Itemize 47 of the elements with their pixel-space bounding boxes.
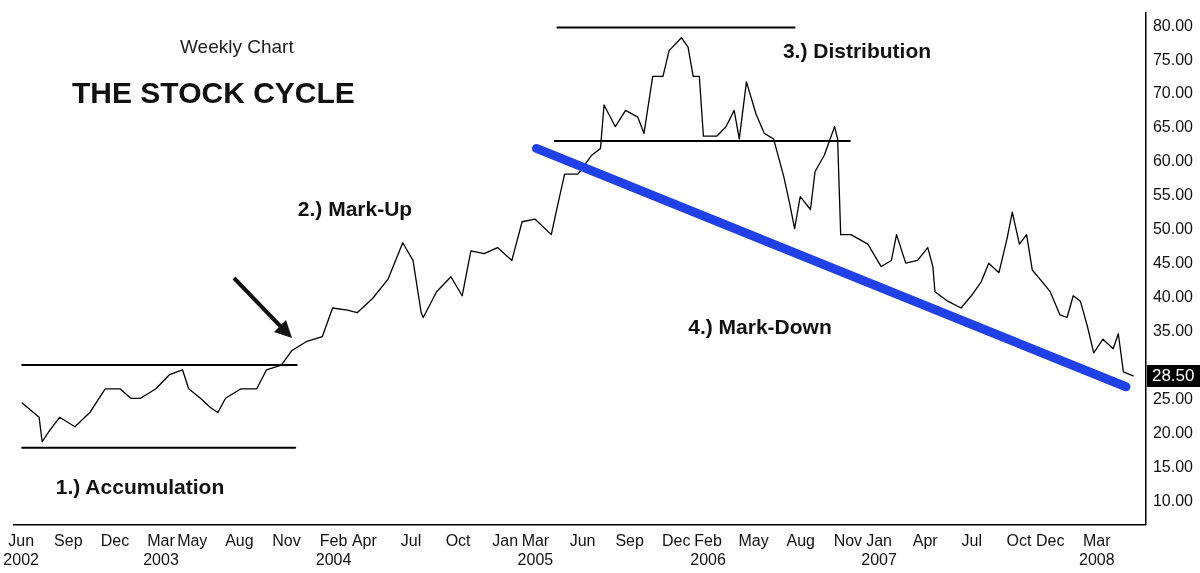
annotation: 1.) Accumulation — [55, 474, 225, 498]
x-tick-label: Apr — [912, 531, 939, 549]
x-tick-label: Jul — [961, 531, 983, 549]
text: Weekly Chart — [180, 36, 294, 58]
x-tick-label: Sep — [54, 531, 83, 549]
y-tick-label: 80.00 — [1152, 16, 1194, 34]
x-tick-label: Mar 2005 — [517, 531, 554, 568]
y-tick-label: 50.00 — [1152, 220, 1194, 238]
annotation: 4.) Mark-Down — [688, 314, 832, 338]
x-tick-label: Apr — [351, 531, 378, 549]
y-tick-label: 60.00 — [1152, 152, 1194, 170]
x-tick-label: Mar 2008 — [1078, 531, 1115, 568]
y-tick-label: 45.00 — [1152, 254, 1194, 272]
y-tick-label: 10.00 — [1152, 491, 1194, 509]
y-tick-label: 55.00 — [1152, 186, 1194, 204]
y-tick-label: 25.00 — [1152, 390, 1194, 408]
y-tick-label: 70.00 — [1152, 84, 1194, 102]
x-tick-label: Jan 2007 — [861, 531, 897, 568]
x-tick-label: Mar 2003 — [143, 531, 179, 568]
x-tick-label: Dec — [662, 531, 691, 549]
x-tick-label: Nov — [272, 531, 301, 549]
y-tick-label: 15.00 — [1152, 457, 1194, 475]
data-label: 28.50 — [1151, 365, 1195, 385]
x-tick-label: Jul — [400, 531, 422, 549]
text: THE STOCK CYCLE — [72, 76, 355, 110]
y-tick-label: 65.00 — [1152, 118, 1194, 136]
x-tick-label: Feb 2006 — [690, 531, 726, 568]
x-tick-label: Aug — [786, 531, 815, 549]
y-tick-label: 35.00 — [1152, 322, 1194, 340]
x-tick-label: Feb 2004 — [315, 531, 352, 568]
annotation: 2.) Mark-Up — [297, 196, 413, 220]
x-tick-label: Nov — [833, 531, 863, 549]
x-tick-label: Dec — [100, 531, 130, 549]
x-tick-label: Jun 2002 — [3, 531, 40, 568]
y-tick-label: 75.00 — [1152, 50, 1194, 68]
x-tick-label: Oct — [1006, 531, 1032, 549]
x-tick-label: May — [177, 531, 208, 549]
annotation: 3.) Distribution — [782, 38, 932, 62]
x-tick-label: Jun — [569, 531, 596, 549]
y-tick-label: 40.00 — [1152, 288, 1194, 306]
x-tick-label: Sep — [615, 531, 644, 549]
y-tick-label: 20.00 — [1152, 424, 1194, 442]
x-tick-label: Aug — [225, 531, 254, 549]
x-tick-label: Oct — [445, 531, 472, 549]
x-tick-label: Jan — [492, 531, 519, 549]
x-tick-label: Dec — [1035, 531, 1065, 549]
x-tick-label: May — [738, 531, 769, 549]
